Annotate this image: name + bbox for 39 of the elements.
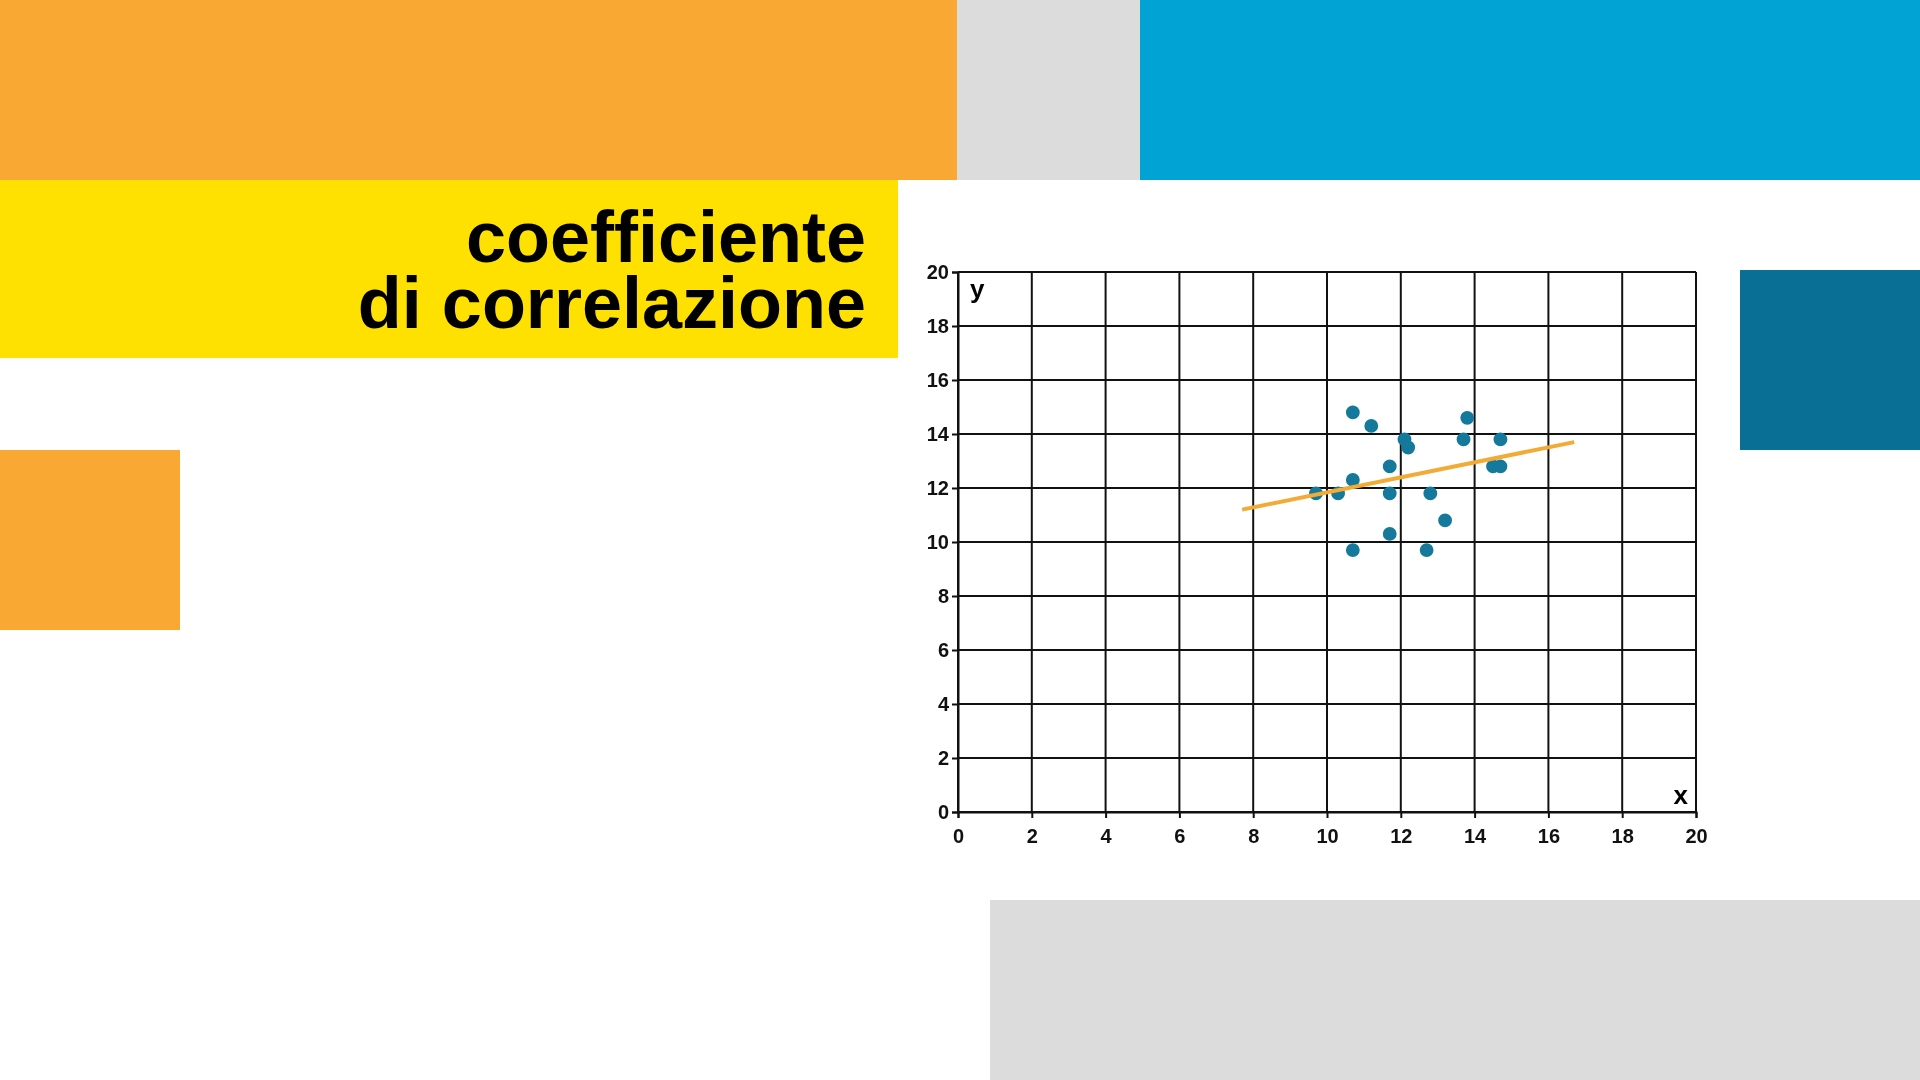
point — [1419, 543, 1434, 557]
x-tick-label: 16 — [1537, 825, 1561, 847]
y-tick-label: 4 — [937, 692, 950, 715]
y-tick-label: 0 — [937, 800, 949, 823]
y-tick-label: 8 — [937, 584, 949, 607]
x-tick-label: 14 — [1463, 825, 1488, 847]
point — [1345, 543, 1360, 557]
point — [1438, 513, 1452, 528]
point — [1401, 440, 1416, 455]
chart-title: coefficiente di correlazione — [357, 197, 866, 343]
y-tick-label: 12 — [926, 476, 949, 499]
x-tick-label: 12 — [1390, 825, 1413, 847]
point — [1382, 527, 1397, 541]
x-axis-title: x — [1673, 780, 1689, 810]
x-tick-label: 0 — [952, 825, 965, 847]
point — [1345, 473, 1360, 487]
point — [1493, 432, 1508, 447]
x-tick-label: 20 — [1685, 825, 1708, 847]
y-tick-label: 16 — [926, 368, 949, 391]
point — [1345, 405, 1360, 420]
point — [1460, 410, 1475, 425]
point — [1382, 486, 1397, 501]
y-tick-label: 2 — [937, 746, 949, 769]
x-tick-label: 8 — [1248, 825, 1260, 847]
point — [1423, 486, 1438, 501]
point — [1456, 432, 1471, 447]
x-tick-label: 10 — [1316, 825, 1339, 847]
y-tick-label: 14 — [926, 422, 950, 445]
y-tick-label: 18 — [926, 314, 949, 337]
y-tick-label: 6 — [937, 638, 949, 661]
x-tick-label: 4 — [1100, 825, 1113, 847]
point — [1382, 459, 1397, 474]
y-tick-label: 20 — [926, 260, 949, 283]
x-tick-label: 2 — [1026, 825, 1038, 847]
y-axis-title: y — [970, 274, 985, 304]
x-tick-label: 6 — [1174, 825, 1186, 847]
x-tick-label: 18 — [1611, 825, 1634, 847]
point — [1364, 419, 1379, 433]
y-tick-label: 10 — [926, 530, 949, 553]
